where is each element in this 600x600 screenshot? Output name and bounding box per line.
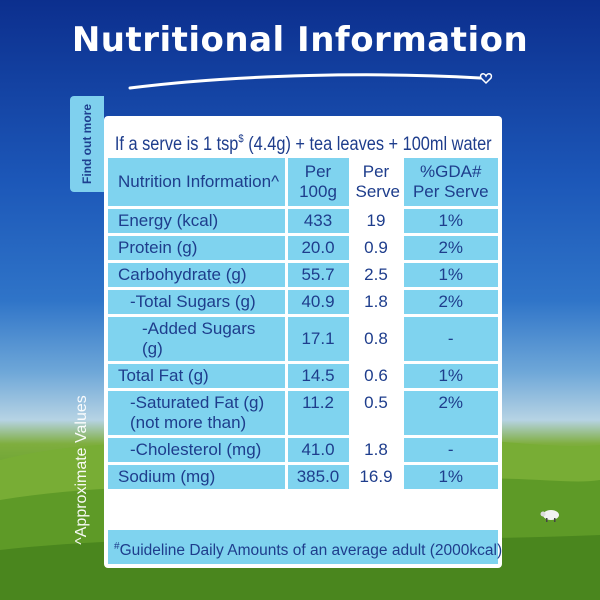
gda-value: 2% — [402, 389, 498, 438]
per-serve-value: 19 — [350, 207, 404, 236]
per-100g-value: 385.0 — [286, 463, 352, 492]
gda-value: 1% — [402, 207, 498, 236]
per-100g-value: 14.5 — [286, 362, 352, 391]
per-100g-value: 55.7 — [286, 261, 352, 290]
nutrient-name: Sodium (mg) — [108, 463, 288, 492]
nutrient-name: -Added Sugars (g) — [108, 315, 288, 364]
table-row: -Saturated Fat (g) (not more than) 11.2 … — [108, 389, 498, 438]
per-serve-value: 0.8 — [350, 315, 404, 364]
find-out-more-label: Find out more — [80, 104, 94, 184]
header-nutrition-information: Nutrition Information^ — [108, 158, 288, 209]
approximate-values-note: ^Approximate Values — [73, 395, 90, 545]
gda-footnote: #Guideline Daily Amounts of an average a… — [108, 530, 502, 564]
per-100g-value: 40.9 — [286, 288, 352, 317]
table-row: Sodium (mg) 385.0 16.9 1% — [108, 463, 498, 492]
serve-description: If a serve is 1 tsp$ (4.4g) + tea leaves… — [108, 120, 498, 158]
gda-value: 2% — [402, 234, 498, 263]
gda-value: - — [402, 436, 498, 465]
header-gda-per-serve: %GDA# Per Serve — [402, 158, 498, 209]
per-100g-value: 41.0 — [286, 436, 352, 465]
per-serve-value: 1.8 — [350, 288, 404, 317]
gda-value: - — [402, 315, 498, 364]
table-row: Carbohydrate (g) 55.7 2.5 1% — [108, 261, 498, 290]
gda-value: 2% — [402, 288, 498, 317]
per-100g-value: 17.1 — [286, 315, 352, 364]
per-serve-value: 0.6 — [350, 362, 404, 391]
gda-value: 1% — [402, 463, 498, 492]
page-title: Nutritional Information — [71, 20, 529, 60]
find-out-more-tab[interactable]: Find out more — [70, 96, 104, 192]
per-100g-value: 20.0 — [286, 234, 352, 263]
per-100g-value: 11.2 — [286, 389, 352, 438]
table-row: -Added Sugars (g) 17.1 0.8 - — [108, 315, 498, 364]
nutrition-panel: If a serve is 1 tsp$ (4.4g) + tea leaves… — [104, 116, 502, 568]
nutrient-name: -Total Sugars (g) — [108, 288, 288, 317]
table-header-row: Nutrition Information^ Per 100g Per Serv… — [108, 158, 498, 209]
nutrition-table: Nutrition Information^ Per 100g Per Serv… — [108, 158, 498, 492]
header-per-serve: Per Serve — [350, 158, 404, 209]
sheep-icon — [540, 510, 559, 522]
nutrient-name: -Saturated Fat (g) (not more than) — [108, 389, 288, 438]
gda-value: 1% — [402, 261, 498, 290]
gda-value: 1% — [402, 362, 498, 391]
table-row: -Cholesterol (mg) 41.0 1.8 - — [108, 436, 498, 465]
nutrient-name: -Cholesterol (mg) — [108, 436, 288, 465]
nutrient-name: Carbohydrate (g) — [108, 261, 288, 290]
table-row: Total Fat (g) 14.5 0.6 1% — [108, 362, 498, 391]
nutrient-name: Protein (g) — [108, 234, 288, 263]
per-serve-value: 1.8 — [350, 436, 404, 465]
header-per-100g: Per 100g — [286, 158, 352, 209]
table-row: Energy (kcal) 433 19 1% — [108, 207, 498, 236]
per-serve-value: 2.5 — [350, 261, 404, 290]
per-serve-value: 0.5 — [350, 389, 404, 438]
table-row: -Total Sugars (g) 40.9 1.8 2% — [108, 288, 498, 317]
table-row: Protein (g) 20.0 0.9 2% — [108, 234, 498, 263]
per-serve-value: 16.9 — [350, 463, 404, 492]
swoosh-underline-icon — [128, 73, 493, 90]
nutrient-name: Energy (kcal) — [108, 207, 288, 236]
per-serve-value: 0.9 — [350, 234, 404, 263]
per-100g-value: 433 — [286, 207, 352, 236]
nutrient-name: Total Fat (g) — [108, 362, 288, 391]
